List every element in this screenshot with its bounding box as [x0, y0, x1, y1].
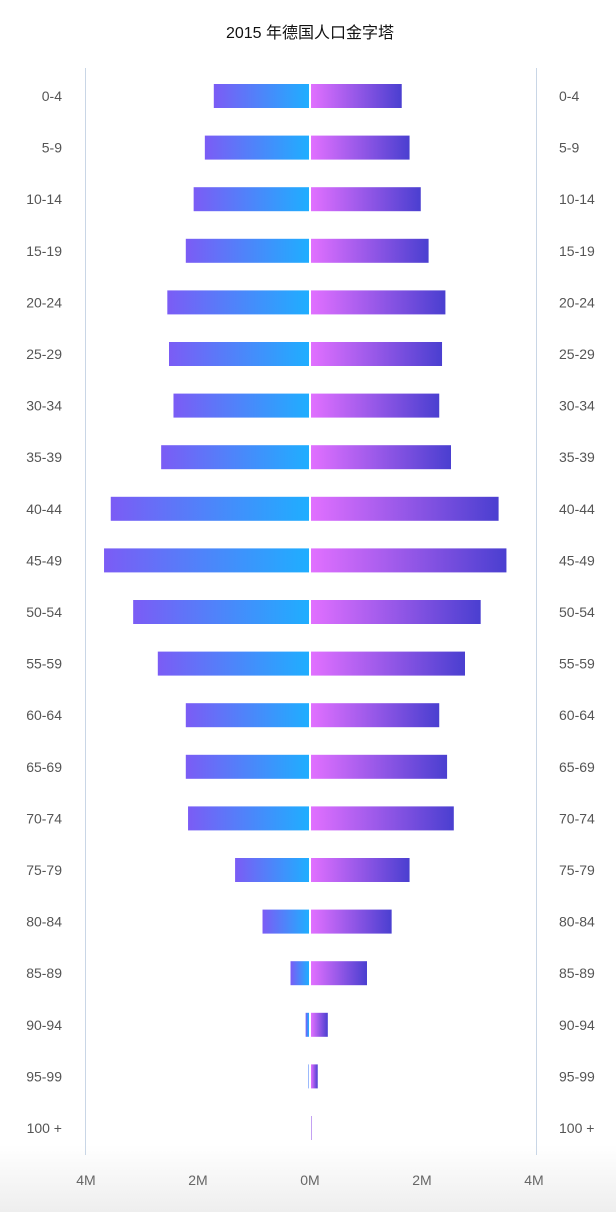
bar-left-2: [193, 187, 309, 212]
x-tick-label: 0M: [300, 1172, 319, 1188]
bar-right-8: [311, 496, 499, 521]
category-label-left: 65-69: [26, 759, 62, 775]
category-label-right: 35-39: [559, 449, 595, 465]
category-label-left: 100 +: [27, 1120, 62, 1136]
left-series-bars: [104, 84, 309, 1089]
category-label-right: 0-4: [559, 88, 579, 104]
right-category-labels: 0-4 5-9 10-14 15-19 20-24 25-29 30-34 35-39 40-4…: [559, 88, 595, 1136]
right-series-bars: [311, 84, 507, 1140]
bar-right-20: [311, 1116, 312, 1140]
category-label-left: 85-89: [26, 965, 62, 981]
bar-right-18: [311, 1012, 328, 1037]
bar-right-12: [311, 703, 440, 728]
bar-left-19: [308, 1064, 309, 1089]
category-label-left: 35-39: [26, 449, 62, 465]
category-label-right: 80-84: [559, 914, 595, 930]
bar-left-14: [188, 806, 309, 831]
category-label-left: 20-24: [26, 294, 62, 310]
bar-right-10: [311, 600, 481, 624]
bar-left-6: [173, 393, 309, 418]
bar-left-13: [185, 754, 309, 779]
category-label-right: 60-64: [559, 707, 595, 723]
category-label-right: 95-99: [559, 1068, 595, 1084]
category-label-right: 100 +: [559, 1120, 594, 1136]
category-label-right: 5-9: [559, 140, 579, 156]
bar-left-5: [169, 342, 309, 366]
category-label-left: 45-49: [26, 552, 62, 568]
x-tick-label: 4M: [524, 1172, 543, 1188]
bar-left-18: [305, 1012, 309, 1037]
category-label-left: 5-9: [42, 140, 62, 156]
bar-left-4: [167, 290, 309, 315]
x-axis-ticks: 4M 2M 0M 2M 4M: [76, 1172, 543, 1188]
bar-left-0: [213, 84, 309, 108]
bar-right-19: [311, 1064, 318, 1089]
bar-right-4: [311, 290, 446, 315]
x-tick-label: 4M: [76, 1172, 95, 1188]
category-label-right: 25-29: [559, 346, 595, 362]
category-label-right: 90-94: [559, 1017, 595, 1033]
bar-right-13: [311, 754, 448, 779]
bar-right-0: [311, 84, 402, 108]
bar-right-17: [311, 961, 367, 986]
category-label-left: 25-29: [26, 346, 62, 362]
category-label-right: 10-14: [559, 191, 595, 207]
bar-left-9: [104, 548, 309, 573]
bar-right-11: [311, 651, 465, 676]
category-label-right: 30-34: [559, 398, 595, 414]
bar-right-5: [311, 342, 443, 366]
bar-right-9: [311, 548, 507, 573]
bar-left-11: [157, 651, 309, 676]
category-label-right: 65-69: [559, 759, 595, 775]
category-label-left: 55-59: [26, 656, 62, 672]
category-label-left: 10-14: [26, 191, 62, 207]
category-label-right: 40-44: [559, 501, 595, 517]
bar-left-7: [161, 445, 309, 470]
bar-right-6: [311, 393, 440, 418]
bar-right-14: [311, 806, 454, 831]
bar-left-8: [110, 496, 309, 521]
x-tick-label: 2M: [412, 1172, 431, 1188]
bar-left-15: [235, 858, 309, 882]
category-label-left: 40-44: [26, 501, 62, 517]
bar-left-16: [262, 909, 309, 934]
category-label-left: 70-74: [26, 810, 62, 826]
bar-right-3: [311, 238, 429, 263]
category-label-left: 50-54: [26, 604, 62, 620]
category-label-right: 15-19: [559, 243, 595, 259]
category-label-right: 70-74: [559, 810, 595, 826]
category-label-left: 0-4: [42, 88, 62, 104]
category-label-left: 75-79: [26, 862, 62, 878]
category-label-left: 95-99: [26, 1068, 62, 1084]
category-label-left: 60-64: [26, 707, 62, 723]
bar-right-16: [311, 909, 392, 934]
category-label-right: 55-59: [559, 656, 595, 672]
bar-right-2: [311, 187, 421, 212]
category-label-left: 80-84: [26, 914, 62, 930]
left-category-labels: 0-4 5-9 10-14 15-19 20-24 25-29 30-34 35-39 40-4…: [26, 88, 62, 1136]
bar-left-10: [133, 600, 309, 624]
bar-left-12: [185, 703, 309, 728]
x-tick-label: 2M: [188, 1172, 207, 1188]
bar-right-15: [311, 858, 410, 882]
category-label-right: 50-54: [559, 604, 595, 620]
footer-shade: [0, 1145, 616, 1212]
bar-right-1: [311, 135, 410, 160]
bar-left-1: [204, 135, 309, 160]
bar-right-7: [311, 445, 451, 470]
chart-title: 2015 年德国人口金字塔: [226, 24, 394, 42]
category-label-left: 90-94: [26, 1017, 62, 1033]
bar-left-3: [185, 238, 309, 263]
bar-left-17: [290, 961, 309, 986]
category-label-right: 45-49: [559, 552, 595, 568]
category-label-right: 85-89: [559, 965, 595, 981]
category-label-right: 20-24: [559, 294, 595, 310]
category-label-right: 75-79: [559, 862, 595, 878]
category-label-left: 15-19: [26, 243, 62, 259]
category-label-left: 30-34: [26, 398, 62, 414]
